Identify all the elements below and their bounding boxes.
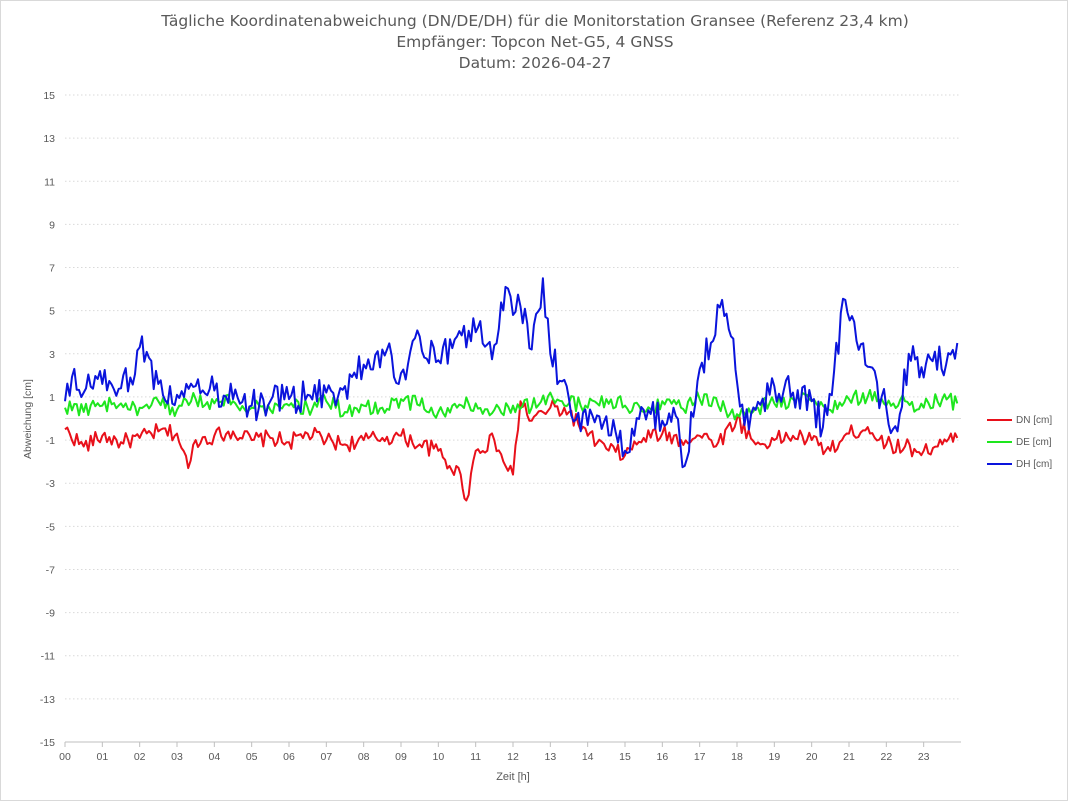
legend-item-dh: DH [cm]: [987, 453, 1052, 475]
x-tick-label: 15: [619, 751, 631, 763]
y-tick-label: 1: [49, 392, 55, 404]
x-tick-label: 04: [208, 751, 220, 763]
y-tick-labels: 15 13 11 9 7 5 3 1 -1 -3 -5 -7 -9 -11 -13 -15: [40, 90, 55, 749]
x-axis-label: Zeit [h]: [496, 771, 530, 783]
y-tick-label: -3: [46, 478, 55, 490]
x-tick-label: 17: [694, 751, 706, 763]
series-line-dn: [64, 399, 959, 502]
legend-item-dn: DN [cm]: [987, 409, 1052, 431]
x-tick-label: 13: [544, 751, 556, 763]
gridlines: [65, 94, 961, 743]
y-tick-label: -11: [41, 651, 56, 663]
x-tick-label: 07: [320, 751, 332, 763]
y-tick-label: -15: [40, 737, 55, 749]
x-tick-label: 14: [582, 751, 594, 763]
series-lines: [64, 277, 959, 502]
x-tick-label: 05: [246, 751, 258, 763]
chart-title-line-1: Tägliche Koordinatenabweichung (DN/DE/DH…: [161, 12, 909, 30]
y-tick-label: 3: [49, 349, 55, 361]
legend-label-de: DE [cm]: [1016, 436, 1052, 448]
y-tick-label: -7: [46, 564, 55, 576]
chart-title-line-3: Datum: 2026-04-27: [458, 54, 612, 72]
x-tick-label: 16: [656, 751, 668, 763]
x-tick-label: 10: [432, 751, 444, 763]
y-axis-label: Abweichung [cm]: [22, 379, 34, 459]
y-tick-label: -5: [46, 521, 55, 533]
legend: DN [cm] DE [cm] DH [cm]: [987, 409, 1052, 475]
chart-title-line-2: Empfänger: Topcon Net-G5, 4 GNSS: [396, 33, 674, 51]
y-tick-label: -13: [40, 694, 55, 706]
legend-swatch-dh: [987, 463, 1012, 465]
legend-swatch-dn: [987, 419, 1012, 421]
x-tick-label: 18: [731, 751, 743, 763]
x-tick-label: 19: [768, 751, 780, 763]
x-tick-label: 20: [806, 751, 818, 763]
y-tick-label: 7: [49, 263, 55, 275]
y-tick-label: 11: [44, 176, 55, 188]
legend-item-de: DE [cm]: [987, 431, 1052, 453]
y-tick-label: 9: [49, 219, 55, 231]
x-tick-label: 23: [918, 751, 930, 763]
chart-title: Tägliche Koordinatenabweichung (DN/DE/DH…: [1, 11, 1068, 74]
legend-label-dn: DN [cm]: [1016, 414, 1053, 426]
x-tick-label: 08: [358, 751, 370, 763]
y-tick-label: 15: [43, 90, 55, 102]
x-tick-label: 12: [507, 751, 519, 763]
x-tick-label: 21: [843, 751, 855, 763]
x-tick-label: 22: [880, 751, 892, 763]
y-tick-label: -9: [46, 608, 55, 620]
x-tick-labels: 00 01 02 03 04 05 06 07 08 09 10 11 12 13 14 15 16 17 18 19…: [59, 742, 930, 763]
y-tick-label: -1: [46, 435, 55, 447]
x-tick-label: 01: [96, 751, 108, 763]
x-tick-label: 11: [470, 751, 481, 763]
y-tick-label: 5: [49, 306, 55, 318]
x-tick-label: 00: [59, 751, 71, 763]
series-line-de: [64, 389, 959, 421]
legend-swatch-de: [987, 441, 1012, 443]
series-line-dh: [64, 277, 959, 469]
x-tick-label: 06: [283, 751, 295, 763]
x-tick-label: 02: [134, 751, 146, 763]
x-tick-label: 03: [171, 751, 183, 763]
x-tick-label: 09: [395, 751, 407, 763]
y-tick-label: 13: [43, 133, 55, 145]
legend-label-dh: DH [cm]: [1016, 458, 1053, 470]
